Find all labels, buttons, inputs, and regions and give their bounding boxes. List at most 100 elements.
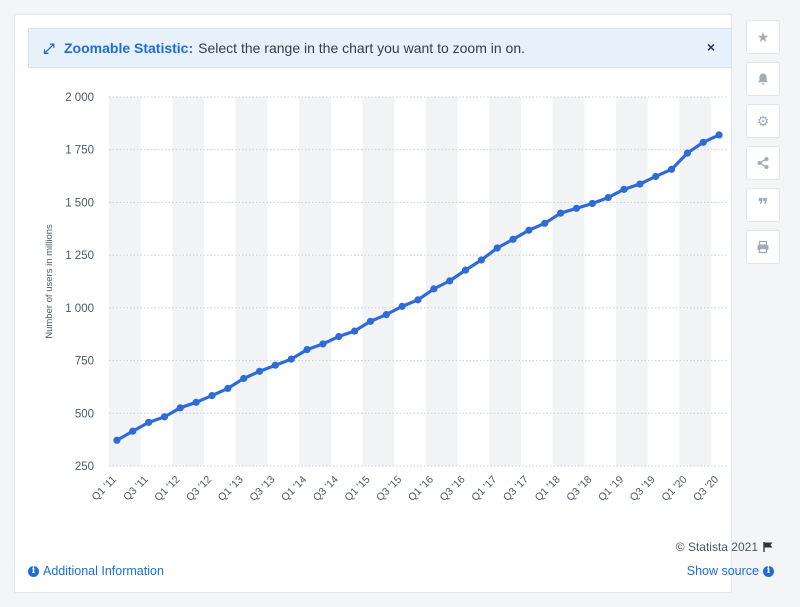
data-point bbox=[446, 277, 454, 285]
data-point bbox=[636, 180, 644, 188]
data-point bbox=[652, 172, 660, 181]
x-tick-label: Q3 '17 bbox=[501, 474, 531, 504]
data-point bbox=[667, 165, 676, 173]
data-point bbox=[160, 413, 169, 421]
x-tick-label: Q1 '19 bbox=[596, 474, 626, 504]
y-tick-label: 1 000 bbox=[65, 303, 94, 315]
data-point bbox=[176, 404, 184, 412]
data-point bbox=[271, 361, 279, 369]
x-tick-label: Q3 '13 bbox=[247, 474, 277, 504]
chart-band bbox=[235, 97, 268, 466]
print-icon bbox=[757, 240, 769, 254]
data-point bbox=[224, 384, 232, 393]
chart-band bbox=[362, 97, 395, 466]
chart-band bbox=[552, 97, 585, 466]
data-point bbox=[477, 256, 485, 264]
data-point bbox=[541, 219, 549, 227]
info-icon: i bbox=[763, 565, 774, 577]
data-point bbox=[588, 199, 596, 208]
additional-info-link[interactable]: i Additional Information bbox=[28, 564, 164, 578]
x-tick-label: Q3 '11 bbox=[121, 474, 151, 504]
data-point bbox=[604, 193, 612, 202]
close-icon[interactable]: × bbox=[706, 39, 715, 55]
x-tick-label: Q3 '20 bbox=[691, 474, 721, 504]
x-tick-label: Q1 '17 bbox=[469, 474, 499, 504]
data-point bbox=[319, 340, 327, 348]
y-tick-label: 1 250 bbox=[65, 250, 94, 262]
data-point bbox=[366, 317, 375, 325]
x-tick-label: Q1 '14 bbox=[279, 474, 309, 504]
data-point bbox=[351, 327, 359, 335]
data-point bbox=[509, 235, 517, 243]
x-tick-label: Q1 '16 bbox=[406, 474, 436, 504]
y-tick-label: 2 000 bbox=[65, 92, 94, 104]
star-button[interactable]: ★ bbox=[746, 20, 780, 54]
data-point bbox=[255, 367, 264, 375]
data-point bbox=[699, 138, 707, 146]
x-tick-label: Q1 '12 bbox=[152, 474, 182, 504]
chart-band bbox=[616, 97, 648, 466]
show-source-link[interactable]: Show source i bbox=[687, 564, 774, 578]
chart-band bbox=[299, 97, 331, 466]
share-icon bbox=[757, 157, 769, 169]
x-tick-label: Q1 '20 bbox=[659, 474, 689, 504]
zoom-banner: ⤢ Zoomable Statistic: Select the range i… bbox=[28, 28, 732, 68]
x-tick-label: Q3 '12 bbox=[184, 474, 214, 504]
data-point bbox=[557, 209, 565, 217]
zoom-text: Select the range in the chart you want t… bbox=[198, 40, 526, 56]
y-tick-label: 750 bbox=[75, 356, 94, 368]
data-point bbox=[287, 355, 295, 363]
info-icon: i bbox=[28, 565, 39, 577]
data-point bbox=[382, 311, 390, 319]
chart-band bbox=[679, 97, 712, 466]
x-tick-label: Q3 '18 bbox=[564, 474, 594, 504]
y-tick-label: 250 bbox=[75, 461, 94, 473]
settings-button[interactable]: ⚙ bbox=[746, 104, 780, 138]
x-tick-label: Q1 '18 bbox=[533, 474, 563, 504]
chart-band bbox=[489, 97, 521, 466]
flag-icon[interactable] bbox=[762, 541, 774, 553]
data-point bbox=[240, 374, 248, 383]
data-point bbox=[414, 296, 422, 304]
quote-icon: ❞ bbox=[757, 194, 769, 215]
x-tick-label: Q3 '16 bbox=[438, 474, 468, 504]
data-point bbox=[715, 131, 723, 139]
x-tick-label: Q1 '13 bbox=[216, 474, 246, 504]
data-point bbox=[192, 398, 200, 406]
x-tick-label: Q1 '15 bbox=[342, 474, 372, 504]
share-button[interactable] bbox=[746, 146, 780, 180]
chart-band bbox=[109, 97, 141, 466]
data-point bbox=[113, 436, 121, 444]
bell-icon bbox=[758, 73, 768, 85]
copyright: © Statista 2021 bbox=[676, 540, 774, 554]
star-icon: ★ bbox=[756, 28, 770, 45]
y-tick-label: 500 bbox=[75, 408, 94, 420]
y-axis-label: Number of users in millions bbox=[44, 224, 55, 339]
y-tick-label: 1 500 bbox=[65, 197, 94, 209]
show-source-label: Show source bbox=[686, 564, 759, 578]
zoom-label: Zoomable Statistic: bbox=[64, 40, 194, 56]
data-point bbox=[129, 427, 137, 435]
data-point bbox=[572, 204, 581, 212]
expand-icon: ⤢ bbox=[43, 40, 55, 56]
x-tick-label: Q1 '11 bbox=[89, 474, 119, 504]
cite-button[interactable]: ❞ bbox=[746, 188, 780, 222]
x-tick-label: Q3 '19 bbox=[628, 474, 658, 504]
data-point bbox=[620, 185, 628, 193]
gear-icon: ⚙ bbox=[756, 112, 770, 129]
data-point bbox=[493, 244, 501, 252]
x-tick-label: Q3 '14 bbox=[311, 474, 341, 504]
data-point bbox=[525, 226, 533, 234]
notification-button[interactable] bbox=[746, 62, 780, 96]
data-point bbox=[398, 302, 406, 310]
data-point bbox=[335, 332, 343, 341]
print-button[interactable] bbox=[746, 230, 780, 264]
data-point bbox=[683, 149, 691, 157]
x-tick-label: Q3 '15 bbox=[374, 474, 404, 504]
data-point bbox=[208, 391, 216, 400]
y-tick-label: 1 750 bbox=[65, 145, 94, 157]
data-point bbox=[145, 418, 153, 426]
data-point bbox=[461, 266, 470, 274]
copyright-text: © Statista 2021 bbox=[675, 540, 758, 554]
